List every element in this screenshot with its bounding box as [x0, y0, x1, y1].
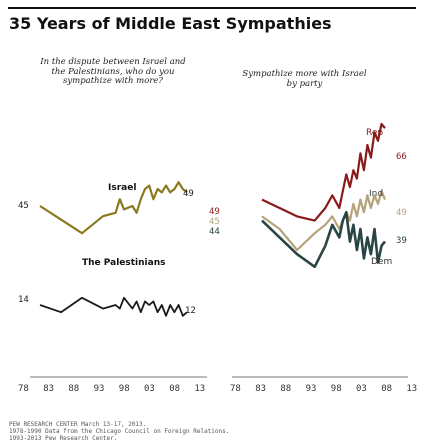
left-x-tick-label: 78 — [18, 384, 29, 394]
rep-series-label: Rep — [366, 128, 383, 138]
footnote-ccfr: 1978-1990 Data from the Chicago Council … — [9, 428, 230, 435]
left-x-tick-label: 98 — [119, 384, 130, 394]
dem-line — [261, 210, 386, 269]
israel-line — [39, 181, 188, 235]
israel-series-label: Israel — [108, 183, 136, 193]
left-chart: Israel 45 49 The Palestinians 14 12 78 83 88 93 98… — [18, 181, 207, 394]
footnote-source: PEW RESEARCH CENTER March 13-17, 2013. — [9, 421, 147, 428]
left-x-tick-label: 03 — [144, 384, 155, 394]
ind-end-label: 49 — [396, 208, 407, 218]
dem-start-label: 44 — [209, 227, 220, 237]
dem-series-label: Dem — [371, 257, 392, 267]
right-chart-subtitle: Sympathize more with Israel by party — [242, 69, 367, 89]
palestinians-line — [39, 296, 188, 317]
rep-start-label: 49 — [209, 207, 220, 217]
right-x-tick-label: 13 — [406, 384, 417, 394]
ind-start-label: 45 — [209, 217, 220, 227]
left-x-tick-label: 93 — [94, 384, 105, 394]
page-title: 35 Years of Middle East Sympathies — [9, 14, 332, 33]
left-x-tick-label: 88 — [68, 384, 79, 394]
right-x-tick-label: 78 — [230, 384, 241, 394]
ind-series-label: Ind — [369, 189, 383, 199]
right-x-tick-label: 98 — [331, 384, 342, 394]
left-x-tick-label: 13 — [194, 384, 205, 394]
ind-line — [261, 190, 387, 252]
palestinians-series-label: The Palestinians — [82, 258, 165, 268]
left-x-tick-label: 83 — [43, 384, 54, 394]
footnote-pew: 1993-2013 Pew Research Center. — [9, 435, 118, 442]
right-x-tick-label: 93 — [306, 384, 317, 394]
israel-start-label: 45 — [18, 201, 29, 211]
left-chart-subtitle: In the dispute between Israel and the Pa… — [40, 57, 186, 86]
rep-end-label: 66 — [396, 152, 407, 162]
right-x-tick-label: 83 — [255, 384, 266, 394]
dem-end-label: 39 — [396, 236, 407, 246]
palestinians-start-label: 14 — [18, 295, 29, 305]
israel-end-label: 49 — [183, 189, 194, 199]
right-x-tick-label: 08 — [381, 384, 392, 394]
left-x-tick-label: 08 — [169, 384, 180, 394]
rep-line — [261, 122, 386, 222]
right-x-tick-label: 03 — [356, 384, 367, 394]
right-x-tick-label: 88 — [280, 384, 291, 394]
top-rule — [8, 7, 416, 9]
palestinians-end-label: 12 — [185, 306, 196, 316]
